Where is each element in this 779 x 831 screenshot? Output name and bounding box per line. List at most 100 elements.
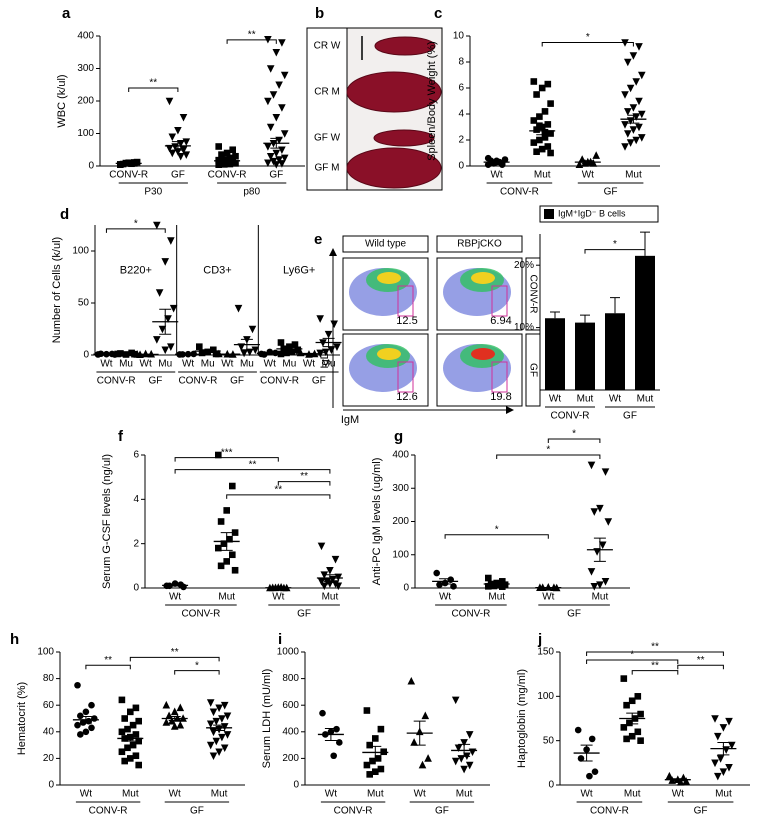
- flow-density: [377, 272, 401, 284]
- data-point: [119, 748, 126, 755]
- y-tick-label: 0: [293, 780, 299, 791]
- significance-label: **: [149, 78, 157, 89]
- significance-label: *: [572, 429, 576, 440]
- x-tick-label: Mut: [211, 789, 228, 800]
- group-label: GF: [297, 609, 311, 620]
- bar: [635, 256, 655, 390]
- data-point: [88, 702, 95, 709]
- y-axis-label: Number of Cells (k/ul): [51, 237, 63, 343]
- panel-letter: j: [537, 631, 542, 648]
- x-tick-label: Wt: [582, 170, 594, 181]
- data-point: [74, 722, 81, 729]
- x-tick-label: Wt: [490, 170, 502, 181]
- x-tick-label: Wt: [182, 359, 194, 370]
- x-axis-label: IgM: [341, 414, 359, 426]
- significance-label: ***: [221, 447, 233, 458]
- significance-label: **: [104, 655, 112, 666]
- data-point: [135, 762, 142, 769]
- x-tick-label: Wt: [609, 394, 621, 405]
- group-label: CONV-R: [181, 609, 220, 620]
- data-point: [278, 351, 285, 358]
- y-tick-label: 300: [392, 483, 409, 494]
- bar: [545, 318, 565, 390]
- subpanel-label: Ly6G+: [283, 264, 315, 276]
- y-tick-label: 800: [282, 673, 299, 684]
- significance-label: *: [195, 660, 199, 671]
- x-tick-label: Wt: [580, 789, 592, 800]
- x-tick-label: Wt: [439, 592, 451, 603]
- data-point: [378, 726, 385, 733]
- significance-label: **: [171, 647, 179, 658]
- data-point: [533, 148, 540, 155]
- column-header: RBPjCKO: [457, 239, 502, 250]
- y-tick-label: 0: [83, 350, 89, 361]
- x-tick-label: Wt: [542, 592, 554, 603]
- data-point: [366, 771, 373, 778]
- gate-value: 19.8: [490, 391, 511, 403]
- error-bar: [303, 353, 315, 354]
- flow-density: [377, 348, 401, 360]
- data-point: [586, 773, 593, 780]
- group-label: p80: [243, 187, 260, 198]
- data-point: [232, 529, 239, 536]
- significance-label: *: [613, 239, 617, 250]
- y-tick-label: 100: [537, 691, 554, 702]
- y-tick-label: 100: [37, 647, 54, 658]
- data-point: [121, 715, 128, 722]
- group-label: CONV-R: [260, 376, 299, 387]
- y-tick-label: 0: [548, 780, 554, 791]
- y-tick-label: 6: [458, 83, 464, 94]
- group-label: CONV-R: [590, 806, 629, 817]
- significance-label: **: [697, 655, 705, 666]
- data-point: [91, 715, 98, 722]
- y-tick-label: 100: [72, 246, 89, 257]
- y-tick-label: 8: [458, 57, 464, 68]
- x-tick-label: Mu: [282, 359, 296, 370]
- x-tick-label: Wt: [169, 789, 181, 800]
- subpanel-label: CD3+: [203, 264, 231, 276]
- x-tick-label: Wt: [549, 394, 561, 405]
- significance-label: **: [651, 660, 659, 671]
- significance-label: **: [274, 485, 282, 496]
- error-bar: [120, 353, 132, 354]
- data-point: [232, 567, 239, 574]
- y-tick-label: 300: [77, 63, 94, 74]
- group-label: GF: [604, 187, 618, 198]
- y-axis-label: WBC (k/ul): [56, 74, 68, 127]
- x-tick-label: Mut: [122, 789, 139, 800]
- data-point: [196, 343, 203, 350]
- y-tick-label: 10: [453, 31, 465, 42]
- column-header: Wild type: [365, 239, 407, 250]
- group-label: P30: [144, 187, 162, 198]
- data-point: [215, 143, 222, 150]
- data-point: [278, 339, 285, 346]
- data-point: [531, 78, 538, 85]
- data-point: [319, 710, 326, 717]
- significance-label: *: [134, 219, 138, 230]
- data-point: [372, 735, 379, 742]
- y-tick-label: 200: [392, 516, 409, 527]
- x-tick-label: Wt: [414, 789, 426, 800]
- x-tick-label: Mut: [218, 592, 235, 603]
- data-point: [121, 758, 128, 765]
- data-point: [539, 85, 546, 92]
- x-tick-label: Mut: [715, 789, 732, 800]
- data-point: [77, 713, 84, 720]
- x-tick-label: Mut: [534, 170, 551, 181]
- data-point: [637, 737, 644, 744]
- data-point: [436, 581, 443, 588]
- data-point: [575, 727, 582, 734]
- data-point: [623, 702, 630, 709]
- significance-label: *: [546, 445, 550, 456]
- data-point: [485, 155, 492, 162]
- photo-label: GF W: [314, 133, 341, 144]
- data-point: [380, 748, 387, 755]
- y-tick-label: 20: [43, 753, 55, 764]
- data-point: [180, 584, 187, 591]
- y-tick-label: 0: [133, 583, 139, 594]
- row-header: CONV-R: [527, 275, 538, 314]
- x-tick-label: Wt: [169, 592, 181, 603]
- data-point: [215, 161, 222, 168]
